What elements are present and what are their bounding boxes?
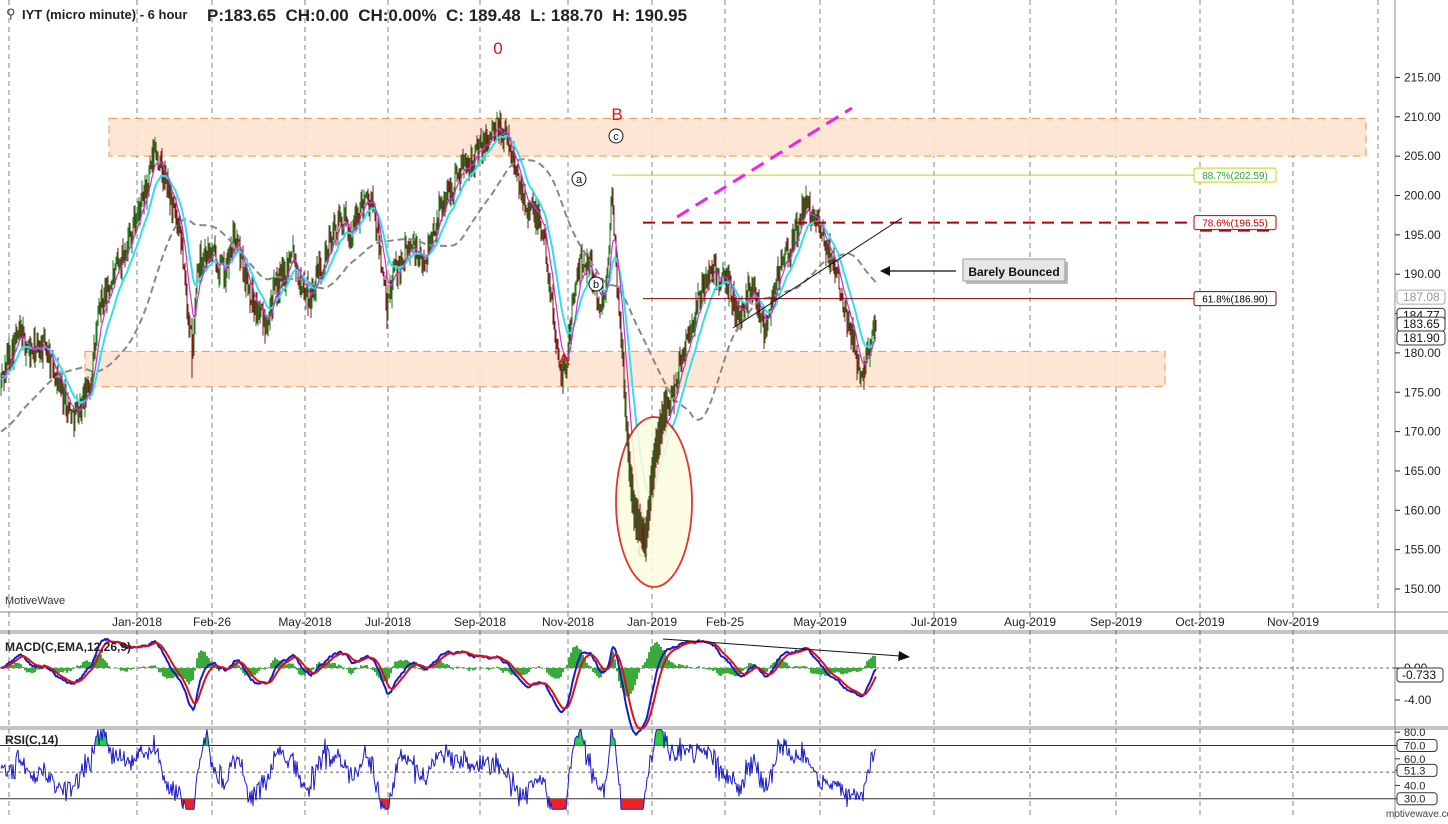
price-tick-label: 215.00: [1404, 70, 1441, 84]
fib-label-box: [1193, 291, 1277, 307]
price-tick-label: 195.00: [1404, 228, 1441, 242]
subwave-label: a: [576, 174, 583, 186]
barely-bounced-callout: Barely Bounced: [880, 258, 1068, 284]
price-tick-label: 210.00: [1404, 110, 1441, 124]
support-resistance-zones: [84, 117, 1367, 388]
price-tick-label: 150.00: [1404, 582, 1441, 596]
footer-brand: motivewave.com: [1386, 809, 1448, 819]
low-highlight-ellipse: [615, 416, 693, 588]
annotations: 0ABCabc: [493, 39, 903, 588]
x-tick-label: Nov-2018: [542, 615, 594, 629]
fib-levels: 88.7%(202.59) 78.6%(196.55) 61.8%(186.90): [612, 167, 1277, 307]
x-tick-label: Sep-2018: [454, 615, 506, 629]
wave-label-B: B: [611, 105, 622, 124]
rsi-tick-label: 80.0: [1404, 727, 1425, 739]
x-axis: Jan-2018 Feb-26 May-2018 Jul-2018 Sep-2018 No…: [112, 615, 1319, 629]
price-tick-label: 170.00: [1404, 425, 1441, 439]
fib-label-box: [1193, 167, 1277, 183]
price-tick-label: 180.00: [1404, 346, 1441, 360]
price-tick-label: 200.00: [1404, 189, 1441, 203]
x-tick-label: Nov-2019: [1267, 615, 1319, 629]
price-tick-label: 175.00: [1404, 385, 1441, 399]
price-tick-label: 160.00: [1404, 503, 1441, 517]
price-tick-label: 205.00: [1404, 149, 1441, 163]
price-value-label: 183.65: [1403, 317, 1440, 331]
price-axis: 215.00210.00205.00200.00195.00190.00185.…: [1395, 70, 1446, 806]
macd-value-box: [1396, 667, 1444, 683]
upper-trendline: [676, 106, 853, 219]
rsi-title: RSI(C,14): [5, 733, 58, 747]
macd-line: [0, 637, 877, 737]
rsi-tick-label: 30.0: [1404, 794, 1425, 806]
wave-label-0: 0: [493, 39, 502, 58]
x-tick-label: May-2018: [278, 615, 332, 629]
macd-value-label: -0.733: [1402, 668, 1436, 682]
price-value-label: 181.90: [1403, 331, 1440, 345]
watermark: MotiveWave: [5, 595, 65, 607]
rsi-panel[interactable]: [0, 729, 1395, 812]
x-tick-label: Feb-26: [193, 615, 231, 629]
x-tick-label: Jul-2018: [365, 615, 411, 629]
chart-title: IYT (micro minute) - 6 hour: [22, 7, 187, 22]
x-tick-label: Aug-2019: [1004, 615, 1056, 629]
price-tick-label: 190.00: [1404, 267, 1441, 281]
rsi-value-box: [1396, 739, 1438, 752]
resistance-zone: [108, 117, 1367, 157]
moving-averages: [0, 127, 877, 528]
rsi-value-box: [1396, 763, 1438, 777]
fib-label: 78.6%(196.55): [1202, 219, 1268, 230]
x-tick-label: Oct-2019: [1175, 615, 1225, 629]
x-tick-label: Sep-2019: [1090, 615, 1142, 629]
x-tick-label: Jan-2019: [627, 615, 677, 629]
price-value-label: 187.08: [1403, 290, 1440, 304]
rsi-value-box: [1396, 792, 1438, 806]
price-tick-label: 165.00: [1404, 464, 1441, 478]
ema-fast-line: [0, 127, 877, 528]
macd-arrow-head: [898, 651, 910, 661]
rsi-tick-label: 51.3: [1404, 765, 1425, 777]
lower-trendline: [732, 217, 903, 329]
subwave-label: c: [613, 131, 619, 143]
macd-title: MACD(C,EMA,12,26,9): [5, 640, 131, 654]
macd-panel[interactable]: [0, 637, 1395, 737]
x-tick-label: May-2019: [793, 615, 847, 629]
price-value-box: [1396, 330, 1446, 346]
rsi-tick-label: 60.0: [1404, 754, 1425, 766]
macd-signal-line: [0, 640, 877, 730]
x-tick-label: Feb-25: [706, 615, 744, 629]
rsi-line: [0, 729, 877, 812]
link-icon: ⚲: [6, 6, 16, 21]
chart-header: ⚲ IYT (micro minute) - 6 hour P:183.65 C…: [6, 6, 687, 25]
subwave-label: b: [593, 279, 599, 291]
fib-label: 61.8%(186.90): [1202, 295, 1268, 306]
fib-label: 88.7%(202.59): [1202, 171, 1268, 182]
quote-line: P:183.65 CH:0.00 CH:0.00% C: 189.48 L: 1…: [207, 6, 687, 25]
fib-label-box: [1193, 215, 1277, 231]
subwave-circle: [608, 128, 624, 144]
x-tick-label: Jul-2019: [911, 615, 957, 629]
subwave-circle: [571, 171, 587, 187]
price-bars: [0, 110, 877, 550]
wave-label-A: A: [558, 350, 570, 369]
macd-tick-label: -4.00: [1404, 693, 1432, 707]
x-tick-label: Jan-2018: [112, 615, 162, 629]
price-value-box: [1396, 289, 1446, 305]
price-tick-label: 155.00: [1404, 543, 1441, 557]
callout-text: Barely Bounced: [968, 265, 1059, 279]
rsi-tick-label: 40.0: [1404, 780, 1425, 792]
macd-divergence-line: [662, 638, 901, 657]
subwave-circle: [588, 276, 604, 292]
rsi-tick-label: 70.0: [1404, 741, 1425, 753]
